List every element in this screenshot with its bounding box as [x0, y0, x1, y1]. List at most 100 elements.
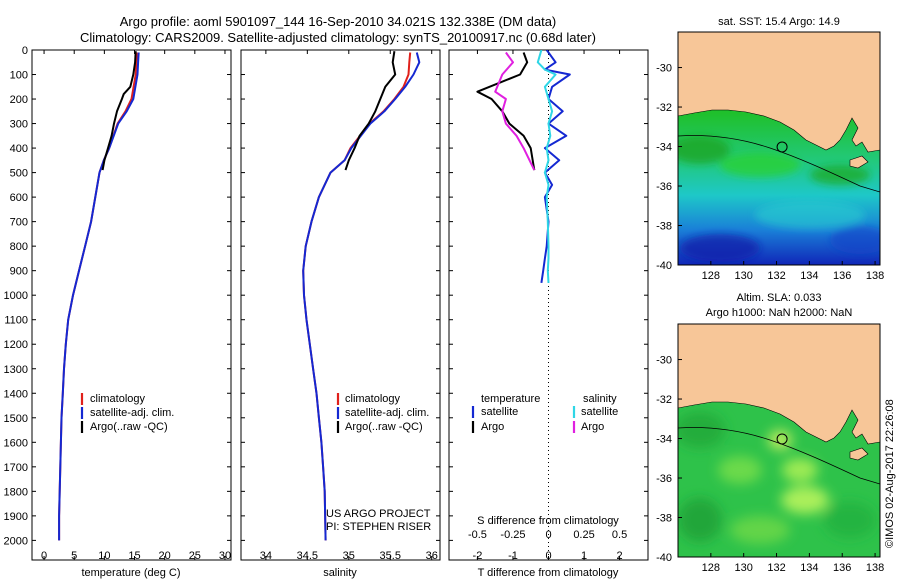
sla-map — [678, 324, 880, 557]
s-difference-tick-label: 0.25 — [573, 529, 594, 541]
longitude-tick-label: 130 — [735, 562, 753, 574]
series-group — [58, 51, 140, 541]
latitude-tick-label: -32 — [656, 102, 672, 114]
profile-location-marker — [776, 141, 788, 153]
longitude-tick-label: 130 — [735, 270, 753, 282]
s-difference-axis-label: S difference from climatology — [477, 515, 619, 527]
series-line-satellite-adj-clim — [302, 52, 421, 541]
latitude-tick-label: -34 — [656, 434, 672, 446]
longitude-tick-label: 134 — [800, 562, 818, 574]
series-line-salinity-satellite — [536, 50, 557, 283]
sla-texture — [678, 412, 876, 544]
sla-map-axes: 128 130 132 134 136 138 -30 -32 -34 -36 -38 -40 — [656, 355, 884, 574]
legend-header-temperature: temperature — [481, 393, 540, 405]
longitude-tick-label: 134 — [800, 270, 818, 282]
x-tick-label: 25 — [189, 550, 201, 562]
series-group — [302, 51, 421, 541]
shelf-contour — [678, 135, 880, 193]
latitude-tick-label: -30 — [656, 355, 672, 367]
s-difference-tick-label: -0.5 — [468, 529, 487, 541]
latitude-tick-label: -32 — [656, 394, 672, 406]
series-group — [476, 50, 571, 284]
depth-tick-label: 1300 — [4, 364, 28, 376]
project-annotation: US ARGO PROJECT — [326, 508, 431, 520]
temperature-profile-plot: 0 5 10 15 20 25 30 — [32, 49, 231, 562]
latitude-tick-label: -34 — [656, 142, 672, 154]
longitude-tick-label: 128 — [702, 270, 720, 282]
legend-label-temp-satellite: satellite — [481, 406, 518, 418]
depth-tick-label: 1800 — [4, 486, 28, 498]
sst-map-title: sat. SST: 15.4 Argo: 14.9 — [718, 16, 840, 28]
depth-tick-label: 1200 — [4, 339, 28, 351]
x-tick-label: 34 — [260, 550, 272, 562]
x-tick-label: 15 — [128, 550, 140, 562]
series-line-salinity-argo — [494, 51, 536, 171]
x-tick-label: 0 — [545, 550, 551, 562]
island — [849, 447, 869, 461]
sla-map-title: Altim. SLA: 0.033 — [737, 292, 822, 304]
x-tick-label: 36 — [426, 550, 438, 562]
figure-subtitle: Climatology: CARS2009. Satellite-adjuste… — [80, 30, 596, 45]
x-tick-label: 30 — [219, 550, 231, 562]
longitude-tick-label: 138 — [866, 562, 884, 574]
legend-label-argo: Argo(..raw -QC) — [345, 421, 423, 433]
longitude-tick-label: 136 — [833, 562, 851, 574]
depth-tick-label: 1700 — [4, 462, 28, 474]
depth-tick-label: 1000 — [4, 290, 28, 302]
land-mass — [678, 32, 880, 153]
t-difference-x-axis-label: T difference from climatology — [478, 567, 619, 579]
x-tick-label: 34.5 — [297, 550, 318, 562]
depth-tick-label: 900 — [10, 266, 28, 278]
longitude-tick-label: 136 — [833, 270, 851, 282]
latitude-tick-label: -36 — [656, 473, 672, 485]
legend-label-climatology: climatology — [345, 393, 401, 405]
series-line-temperature-argo — [476, 52, 536, 171]
legend-label-sal-satellite: satellite — [581, 406, 618, 418]
sla-map-subtitle: Argo h1000: NaN h2000: NaN — [706, 307, 853, 319]
series-line-argo-raw-qc — [344, 51, 397, 171]
temperature-x-axis-label: temperature (deg C) — [81, 567, 180, 579]
depth-tick-label: 100 — [10, 70, 28, 82]
sst-map-frame — [677, 31, 881, 266]
depth-tick-label: 1900 — [4, 511, 28, 523]
latitude-tick-label: -40 — [656, 552, 672, 564]
legend-label-satellite: satellite-adj. clim. — [90, 407, 174, 419]
imos-watermark: ©IMOS 02-Aug-2017 22:26:08 — [884, 399, 896, 548]
series-line-argo-raw-qc — [101, 51, 137, 171]
legend-label-temp-argo: Argo — [481, 421, 504, 433]
depth-tick-label: 800 — [10, 241, 28, 253]
latitude-tick-label: -36 — [656, 181, 672, 193]
island — [849, 155, 869, 169]
x-tick-label: 10 — [98, 550, 110, 562]
depth-tick-label: 500 — [10, 168, 28, 180]
x-tick-label: 35.5 — [380, 550, 401, 562]
depth-tick-label: 400 — [10, 143, 28, 155]
s-difference-tick-label: -0.25 — [500, 529, 525, 541]
salinity-legend: climatology satellite-adj. clim. Argo(..… — [336, 393, 429, 433]
latitude-tick-label: -38 — [656, 221, 672, 233]
shelf-contour — [678, 427, 880, 485]
x-tick-label: 5 — [71, 550, 77, 562]
salinity-profile-plot: 34 34.5 35 35.5 36 — [241, 49, 440, 562]
land-mass — [678, 324, 880, 445]
temperature-plot-frame — [31, 49, 232, 561]
figure-title: Argo profile: aoml 5901097_144 16-Sep-20… — [120, 14, 557, 29]
sst-texture — [678, 136, 880, 262]
depth-tick-label: 1400 — [4, 388, 28, 400]
legend-label-satellite: satellite-adj. clim. — [345, 407, 429, 419]
x-tick-label: -1 — [508, 550, 518, 562]
longitude-tick-label: 132 — [767, 270, 785, 282]
depth-tick-label: 600 — [10, 192, 28, 204]
legend-label-sal-argo: Argo — [581, 421, 604, 433]
pi-annotation: PI: STEPHEN RISER — [326, 521, 431, 533]
depth-tick-label: 1500 — [4, 413, 28, 425]
series-line-satellite-adj-clim — [58, 52, 140, 541]
latitude-tick-label: -30 — [656, 63, 672, 75]
depth-tick-label: 0 — [22, 45, 28, 57]
sla-map-frame — [677, 323, 881, 558]
series-line-temperature-satellite — [540, 50, 571, 284]
longitude-tick-label: 132 — [767, 562, 785, 574]
latitude-tick-label: -40 — [656, 260, 672, 272]
